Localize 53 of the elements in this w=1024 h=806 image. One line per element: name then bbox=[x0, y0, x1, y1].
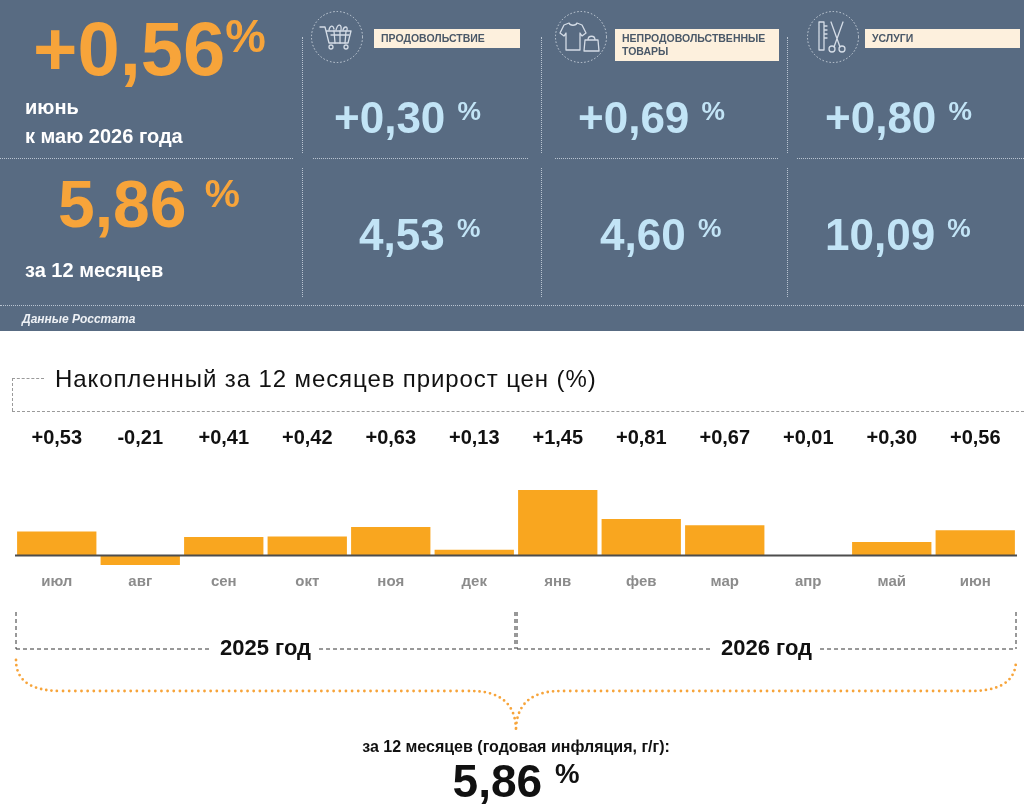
x-tick-label: сен bbox=[210, 572, 237, 590]
data-label: +0,42 bbox=[281, 426, 333, 448]
x-tick-label: дек bbox=[461, 572, 488, 590]
text: +0,56$^{%}$ bbox=[33, 5, 266, 91]
text: 4,53 $^{%}$ bbox=[359, 209, 481, 259]
bar bbox=[601, 518, 681, 556]
data-label: +0,01 bbox=[782, 426, 834, 448]
x-tick-label: май bbox=[877, 572, 906, 590]
data-label: -0,21 bbox=[117, 426, 164, 448]
text: УСЛУГИ bbox=[865, 29, 1020, 48]
data-label: +0,63 bbox=[365, 426, 417, 448]
text: +0,69 $^{%}$ bbox=[578, 92, 726, 142]
text: ПРОДОВОЛЬСТВИЕ bbox=[374, 29, 520, 48]
text: июнь bbox=[25, 96, 79, 119]
text: 4,60 $^{%}$ bbox=[600, 209, 722, 259]
data-label: +0,81 bbox=[615, 426, 667, 448]
bar bbox=[935, 530, 1015, 556]
text: НЕПРОДОВОЛЬСТВЕННЫЕ ТОВАРЫ bbox=[615, 29, 779, 61]
x-tick-label: июн bbox=[959, 572, 991, 590]
bar bbox=[852, 541, 932, 556]
text: за 12 месяцев bbox=[25, 259, 164, 282]
text: 10,09 $^{%}$ bbox=[825, 209, 971, 259]
data-label: +0,56 bbox=[949, 426, 1001, 448]
x-tick-label: июл bbox=[41, 572, 73, 590]
x-tick-label: мар bbox=[710, 572, 739, 590]
bar bbox=[267, 536, 347, 556]
text: +0,30 $^{%}$ bbox=[334, 92, 482, 142]
data-label: +0,67 bbox=[699, 426, 751, 448]
data-label: +0,53 bbox=[31, 426, 83, 448]
text: 2026 год bbox=[720, 635, 813, 661]
bar bbox=[685, 525, 765, 556]
bar bbox=[351, 527, 431, 556]
x-tick-label: ноя bbox=[377, 572, 405, 590]
text: Данные Росстата bbox=[22, 311, 136, 326]
x-tick-label: окт bbox=[295, 572, 320, 590]
text: за 12 месяцев (годовая инфляция, г/г): bbox=[362, 738, 670, 755]
bar bbox=[184, 536, 264, 556]
data-label: +1,45 bbox=[532, 426, 584, 448]
data-label: +0,41 bbox=[198, 426, 250, 448]
chart-title: Накопленный за 12 месяцев прирост цен (%) bbox=[55, 365, 597, 392]
x-tick-label: апр bbox=[794, 572, 822, 590]
data-label: +0,13 bbox=[448, 426, 500, 448]
bar bbox=[17, 531, 97, 556]
text: 5,86 $^{%}$ bbox=[58, 167, 240, 242]
data-label: +0,30 bbox=[866, 426, 918, 448]
bar bbox=[518, 490, 598, 556]
x-tick-label: фев bbox=[626, 572, 657, 590]
text: к маю 2026 года bbox=[25, 125, 183, 148]
text: 2025 год bbox=[219, 635, 312, 661]
x-tick-label: янв bbox=[544, 572, 572, 590]
text: 5,86 % bbox=[452, 755, 580, 806]
x-tick-label: авг bbox=[128, 572, 153, 590]
text: +0,80 $^{%}$ bbox=[825, 92, 973, 142]
